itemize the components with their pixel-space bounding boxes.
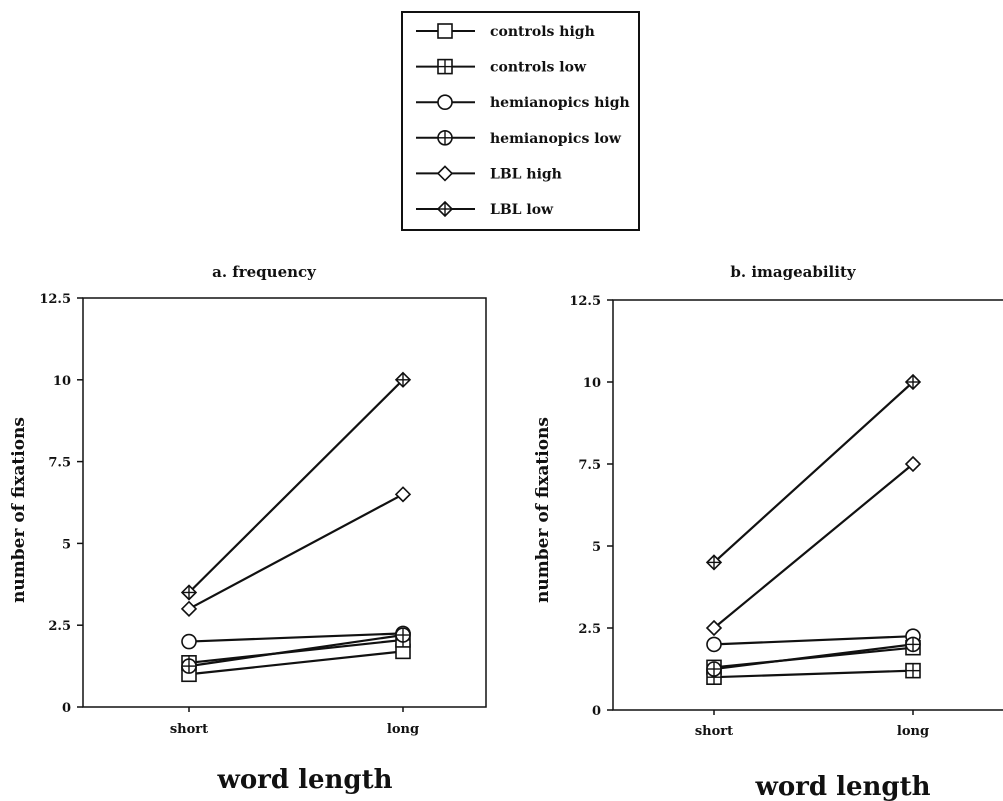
x-categories: short long	[170, 707, 419, 737]
y-tick-label: 5	[592, 540, 601, 555]
point-hemianopics-high-shape	[706, 636, 722, 653]
plot-frame	[82, 297, 487, 708]
legend-label-lbl-low: LBL low	[490, 202, 554, 218]
legend-box	[401, 11, 640, 231]
panel-title: a. frequency	[212, 263, 317, 281]
y-ticks: 0 2.5 5 7.5 10 12.5	[39, 292, 83, 716]
legend-label-controls-low: controls low	[490, 60, 587, 76]
point-hemianopics-high-shape	[181, 633, 197, 650]
y-tick-label: 7.5	[48, 456, 71, 471]
series-line-hemianopics-low	[188, 633, 404, 668]
panel-imageability: b. imageability number of fixations word…	[533, 263, 1003, 801]
series-markers	[705, 373, 922, 686]
legend-marker-lbl-high	[436, 165, 454, 182]
series-lines	[713, 381, 914, 679]
legend-marker-controls-high	[437, 23, 453, 39]
point-lbl-low	[180, 584, 198, 601]
series-line-hemianopics-low	[713, 643, 914, 671]
x-category-label: short	[695, 724, 733, 739]
legend-marker-hemianopics-high-shape	[437, 94, 453, 110]
series-line-hemianopics-high	[713, 635, 914, 646]
y-tick-label: 10	[53, 374, 71, 389]
point-lbl-high	[904, 455, 922, 473]
legend-marker-hemianopics-low	[437, 130, 453, 146]
x-categories: short long	[695, 710, 929, 739]
y-tick-label: 2.5	[48, 619, 71, 634]
point-hemianopics-low	[706, 661, 722, 677]
series-line-lbl-high	[713, 463, 914, 629]
point-lbl-high	[394, 486, 412, 503]
point-lbl-high-shape	[394, 486, 412, 503]
series-lines	[188, 379, 404, 676]
legend-marker-hemianopics-high	[437, 94, 453, 110]
y-tick-label: 2.5	[578, 622, 601, 637]
series-line-hemianopics-high	[188, 632, 404, 643]
x-category-label: long	[897, 724, 929, 739]
y-axis-label: number of fixations	[9, 417, 29, 603]
point-controls-low	[905, 662, 921, 679]
point-hemianopics-high	[181, 633, 197, 650]
y-tick-label: 12.5	[569, 294, 601, 309]
series-line-controls-low	[713, 669, 914, 679]
panel-title: b. imageability	[730, 263, 856, 281]
x-axis-label: word length	[216, 765, 392, 795]
x-axis-label: word length	[754, 772, 930, 801]
point-lbl-high-shape	[904, 455, 922, 473]
point-lbl-high-shape	[180, 600, 198, 617]
x-category-label: short	[170, 722, 208, 737]
y-tick-label: 7.5	[578, 458, 601, 473]
series-line-lbl-high	[188, 493, 404, 610]
x-category-label: long	[387, 722, 419, 737]
point-lbl-high-shape	[705, 619, 723, 637]
series-line-lbl-low	[713, 381, 914, 564]
y-tick-label: 5	[62, 537, 71, 552]
legend-label-lbl-high: LBL high	[490, 166, 562, 182]
legend-marker-lbl-high-shape	[436, 165, 454, 182]
y-ticks: 0 2.5 5 7.5 10 12.5	[569, 294, 613, 719]
legend-label-controls-high: controls high	[490, 24, 595, 40]
legend-marker-controls-high-shape	[437, 23, 453, 39]
y-tick-label: 0	[62, 701, 71, 716]
legend: controls high controls low hemianopics hig…	[401, 11, 640, 231]
plot-frame	[612, 299, 1003, 711]
legend-marker-controls-low	[437, 58, 453, 75]
point-lbl-low	[394, 371, 412, 388]
point-lbl-high	[180, 600, 198, 617]
y-tick-label: 0	[592, 704, 601, 719]
series-line-lbl-low	[188, 379, 404, 594]
legend-label-hemianopics-high: hemianopics high	[490, 95, 630, 111]
y-axis-label: number of fixations	[533, 417, 553, 603]
panel-frequency: a. frequency number of fixations word le…	[9, 263, 487, 795]
legend-label-hemianopics-low: hemianopics low	[490, 131, 622, 147]
y-tick-label: 12.5	[39, 292, 71, 307]
point-hemianopics-high	[706, 636, 722, 653]
legend-marker-lbl-low	[436, 200, 454, 218]
y-tick-label: 10	[583, 376, 601, 391]
point-lbl-low	[705, 554, 723, 571]
point-hemianopics-low	[181, 658, 197, 674]
series-line-controls-high	[188, 650, 404, 676]
point-hemianopics-low	[905, 636, 921, 653]
point-hemianopics-low	[395, 627, 411, 643]
series-markers	[180, 371, 412, 683]
point-lbl-high	[705, 619, 723, 637]
point-lbl-low	[904, 373, 922, 391]
